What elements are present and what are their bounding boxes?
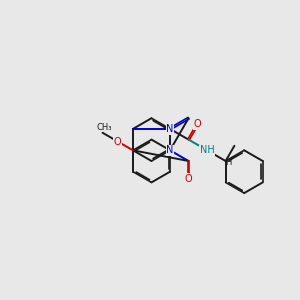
Text: NH: NH — [200, 145, 214, 155]
Text: O: O — [114, 136, 122, 146]
Text: O: O — [194, 119, 201, 129]
Text: O: O — [185, 174, 192, 184]
Text: CH₃: CH₃ — [96, 123, 112, 132]
Text: N: N — [166, 145, 174, 155]
Text: H: H — [225, 158, 231, 167]
Text: N: N — [166, 124, 174, 134]
